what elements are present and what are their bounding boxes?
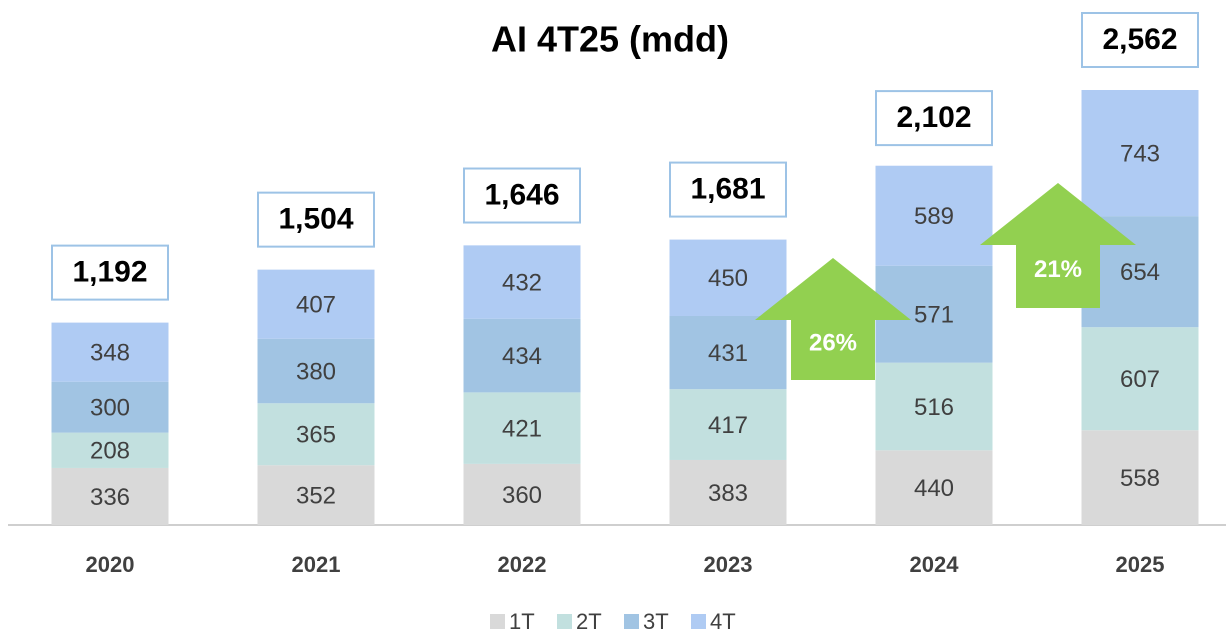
value-label: 348 bbox=[90, 339, 130, 366]
total-box bbox=[1081, 12, 1199, 68]
legend-swatch bbox=[624, 614, 639, 629]
x-tick-label: 2021 bbox=[292, 552, 341, 577]
bar-segment bbox=[257, 465, 375, 525]
legend-swatch bbox=[691, 614, 706, 629]
bar-segment bbox=[669, 459, 787, 525]
value-label: 380 bbox=[296, 358, 336, 385]
value-label: 589 bbox=[914, 203, 954, 230]
value-label: 300 bbox=[90, 395, 130, 422]
value-label: 360 bbox=[502, 482, 542, 509]
value-label: 407 bbox=[296, 292, 336, 319]
bar-segment bbox=[463, 463, 581, 525]
annotation: 26% bbox=[809, 329, 857, 356]
bar-segment bbox=[463, 318, 581, 393]
bar-segment bbox=[1081, 90, 1199, 217]
total-box bbox=[669, 161, 787, 218]
total-box bbox=[875, 90, 993, 147]
legend-swatch bbox=[557, 614, 572, 629]
value-label: 336 bbox=[90, 484, 130, 511]
legend-label: 2T bbox=[576, 609, 602, 634]
growth-arrow bbox=[755, 258, 911, 380]
total-box bbox=[51, 244, 169, 301]
bar-segment bbox=[669, 239, 787, 316]
legend-label: 4T bbox=[710, 609, 736, 634]
total-label: 1,192 bbox=[72, 256, 147, 289]
x-tick-label: 2023 bbox=[704, 552, 753, 577]
bar-segment bbox=[875, 165, 993, 266]
value-label: 431 bbox=[708, 340, 748, 367]
bar-segment bbox=[669, 315, 787, 390]
chart-title: AI 4T25 (mdd) bbox=[491, 19, 729, 60]
x-tick-label: 2020 bbox=[86, 552, 135, 577]
bar-segment bbox=[51, 322, 169, 382]
total-box bbox=[257, 191, 375, 248]
bar-segment bbox=[463, 392, 581, 464]
total-label: 2,562 bbox=[1102, 23, 1177, 56]
value-label: 571 bbox=[914, 302, 954, 329]
x-tick-label: 2022 bbox=[498, 552, 547, 577]
total-label: 2,102 bbox=[896, 101, 971, 134]
bar-segment bbox=[51, 432, 169, 468]
value-label: 607 bbox=[1120, 366, 1160, 393]
value-label: 421 bbox=[502, 415, 542, 442]
legend-label: 3T bbox=[643, 609, 669, 634]
value-label: 208 bbox=[90, 438, 130, 465]
bar-segment bbox=[875, 450, 993, 525]
bar-segment bbox=[257, 403, 375, 466]
total-label: 1,646 bbox=[484, 178, 559, 211]
bar-segment bbox=[257, 269, 375, 339]
bar-segment bbox=[51, 381, 169, 433]
value-label: 352 bbox=[296, 482, 336, 509]
x-tick-label: 2024 bbox=[910, 552, 960, 577]
value-label: 743 bbox=[1120, 140, 1160, 167]
value-label: 450 bbox=[708, 265, 748, 292]
bar-segment bbox=[1081, 327, 1199, 431]
bar-segment bbox=[51, 467, 169, 525]
bar-segment bbox=[463, 245, 581, 319]
value-label: 434 bbox=[502, 343, 542, 370]
total-label: 1,504 bbox=[278, 203, 353, 236]
value-label: 417 bbox=[708, 412, 748, 439]
value-label: 516 bbox=[914, 394, 954, 421]
bar-segment bbox=[1081, 430, 1199, 525]
bar-segment bbox=[875, 362, 993, 451]
value-label: 432 bbox=[502, 269, 542, 296]
legend-swatch bbox=[490, 614, 505, 629]
value-label: 440 bbox=[914, 475, 954, 502]
total-box bbox=[463, 167, 581, 224]
total-label: 1,681 bbox=[690, 173, 765, 206]
growth-arrow bbox=[980, 183, 1136, 308]
value-label: 558 bbox=[1120, 465, 1160, 492]
value-label: 383 bbox=[708, 480, 748, 507]
value-label: 365 bbox=[296, 422, 336, 449]
bar-segment bbox=[257, 338, 375, 404]
x-tick-label: 2025 bbox=[1116, 552, 1165, 577]
value-label: 654 bbox=[1120, 259, 1160, 286]
annotation: 21% bbox=[1034, 256, 1082, 283]
legend-label: 1T bbox=[509, 609, 535, 634]
bar-segment bbox=[669, 389, 787, 460]
